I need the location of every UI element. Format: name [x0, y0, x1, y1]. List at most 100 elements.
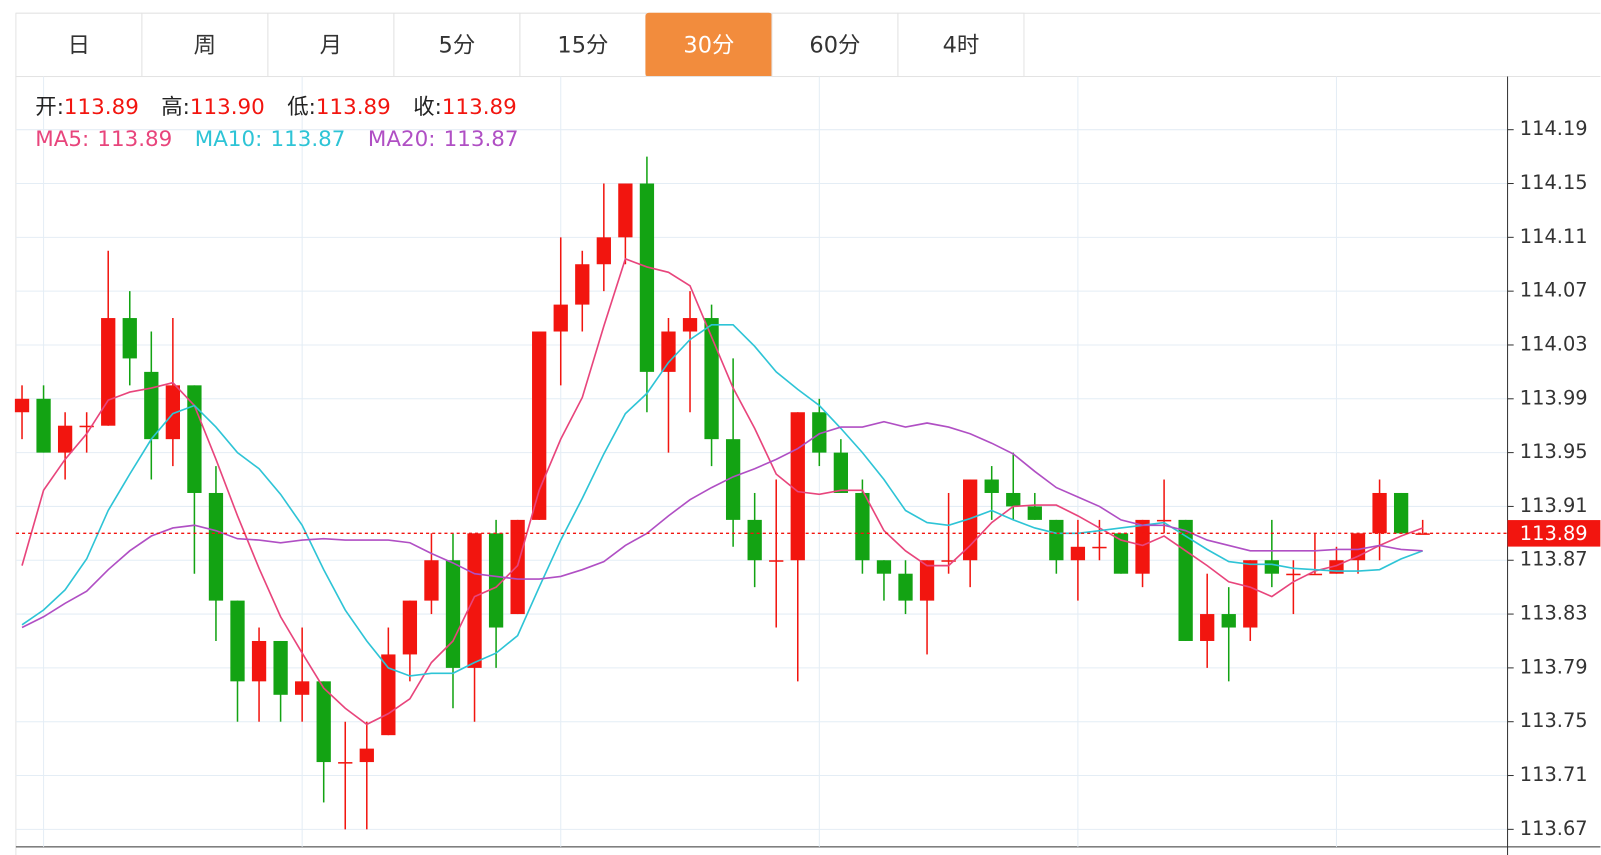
legend-name: MA10:: [195, 127, 263, 152]
candle-body: [122, 318, 137, 359]
candle-body: [898, 573, 913, 601]
candle-body: [359, 748, 374, 763]
tab-label: 15分: [557, 32, 608, 58]
ohlc-info-label: 高:: [161, 95, 190, 120]
candle-body: [445, 560, 461, 668]
candle-body: [424, 560, 439, 601]
candle-body: [1221, 614, 1236, 628]
legend-name: MA5:: [35, 127, 89, 152]
candle-body: [144, 371, 159, 440]
y-tick-label: 113.83: [1520, 602, 1588, 625]
candle-body: [984, 479, 999, 493]
y-tick-label: 114.03: [1520, 332, 1588, 355]
candle-body: [747, 519, 762, 561]
tab-background: [15, 12, 143, 78]
tab[interactable]: 日: [15, 12, 143, 78]
tab[interactable]: 5分: [393, 12, 521, 78]
candle-body: [1372, 492, 1387, 534]
candle-body: [618, 183, 633, 238]
candle-body: [1243, 560, 1258, 628]
candle-body: [769, 560, 784, 562]
candle-body: [812, 412, 827, 453]
candle-body: [230, 600, 245, 682]
candle-body: [36, 398, 51, 453]
tab-label: 日: [68, 32, 90, 58]
ma-legend: MA5: 113.89 MA10: 113.87 MA20: 113.87: [35, 127, 518, 152]
candle-body: [14, 398, 30, 413]
y-tick-label: 114.15: [1520, 171, 1588, 194]
candle-body: [381, 654, 396, 736]
ohlc-info-value: 113.89: [316, 95, 391, 120]
candle-body: [338, 762, 353, 764]
candle-body: [876, 560, 892, 574]
ohlc-info-label: 收:: [413, 95, 442, 120]
candle-body: [553, 304, 568, 332]
y-tick-label: 113.71: [1520, 763, 1588, 786]
plot: [14, 156, 1508, 830]
candle-body: [510, 519, 525, 615]
ma-line: [21, 257, 1423, 726]
candle-body: [1415, 533, 1430, 535]
candle-body: [790, 412, 805, 561]
tab[interactable]: 15分: [519, 12, 647, 78]
candle-body: [682, 318, 698, 332]
candle-body: [1070, 546, 1086, 561]
ohlc-info: 开:113.89 高:113.90 低:113.89 收:113.89: [35, 95, 516, 120]
legend-value: 113.87: [270, 127, 345, 152]
candle-body: [575, 264, 590, 305]
candle-body: [1307, 573, 1323, 576]
ohlc-info-value: 113.89: [442, 95, 517, 120]
candle-body: [165, 385, 181, 440]
tab-label: 60分: [809, 32, 860, 58]
ma-line: [21, 420, 1423, 629]
candle-body: [1393, 492, 1409, 534]
candle-body: [251, 640, 267, 682]
candle-body: [1156, 519, 1172, 522]
candle-body: [596, 237, 611, 265]
candle-body: [704, 318, 719, 440]
tab-label: 5分: [439, 32, 476, 58]
tab[interactable]: 周: [141, 12, 269, 78]
y-tick-label: 113.99: [1520, 386, 1588, 409]
ohlc-info-value: 113.89: [64, 95, 139, 120]
tab[interactable]: 4时: [897, 12, 1025, 78]
candle-body: [833, 452, 849, 493]
grid: [15, 76, 1601, 855]
candle-body: [1264, 560, 1279, 574]
tab-label: 4时: [943, 32, 980, 58]
candle-body: [725, 439, 741, 520]
candle-body: [1027, 506, 1042, 520]
tab[interactable]: 30分: [645, 12, 773, 78]
candle-body: [187, 385, 202, 493]
candle-body: [316, 681, 331, 763]
candle-body: [661, 331, 676, 372]
legend-value: 113.89: [97, 127, 172, 152]
ohlc-info-label: 低:: [287, 95, 316, 120]
candle-body: [639, 183, 655, 372]
last-price-tag: [1507, 520, 1601, 547]
candle-body: [1178, 519, 1193, 641]
y-tick-label: 114.07: [1520, 279, 1588, 302]
candle-body: [1286, 573, 1301, 576]
tab[interactable]: 月: [267, 12, 395, 78]
tab[interactable]: 60分: [771, 12, 899, 78]
legend-name: MA20:: [368, 127, 436, 152]
candle-body: [963, 479, 978, 561]
candle-body: [1200, 614, 1215, 641]
last-price-label: 113.89: [1520, 522, 1588, 545]
ohlc-info-label: 开:: [35, 95, 64, 120]
candle-body: [941, 560, 956, 562]
tab-label: 30分: [683, 32, 734, 58]
y-tick-label: 114.11: [1520, 225, 1588, 248]
y-tick-label: 114.19: [1520, 117, 1588, 140]
candle-body: [1006, 492, 1021, 507]
tab-bar: 日 周 月 5分 15分 30分 60分 4时: [15, 12, 1601, 78]
y-axis: 114.19 114.15 114.11 114.07 114.03 113.99 113.…: [1507, 76, 1601, 855]
candle-body: [208, 492, 224, 601]
candle-body: [295, 681, 310, 695]
candle-body: [532, 331, 547, 520]
candle-body: [57, 425, 73, 453]
y-tick-label: 113.91: [1520, 494, 1588, 517]
